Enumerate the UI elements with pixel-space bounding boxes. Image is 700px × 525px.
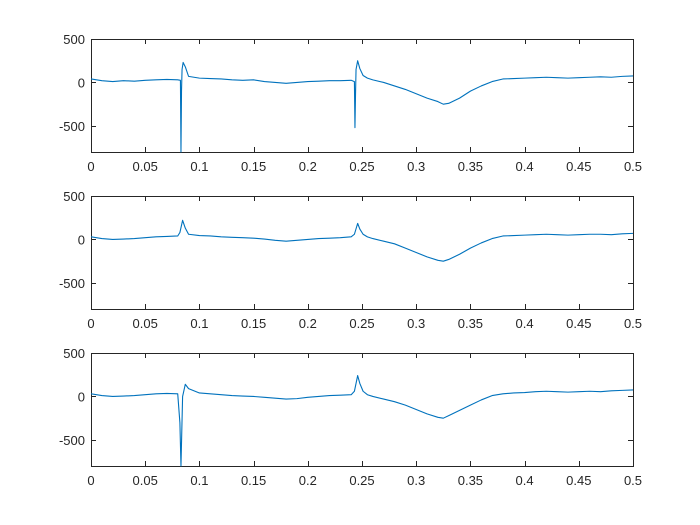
x-tick-label: 0.25 xyxy=(349,473,374,488)
y-tick-label: 0 xyxy=(78,389,85,404)
axes-box xyxy=(91,353,634,467)
x-tick-label: 0.5 xyxy=(624,159,642,174)
x-tick-label: 0.2 xyxy=(299,159,317,174)
x-tick-label: 0.25 xyxy=(349,316,374,331)
series-line xyxy=(91,375,634,467)
x-tick-label: 0.3 xyxy=(407,316,425,331)
y-tick-label: -500 xyxy=(59,433,85,448)
x-tick-label: 0.15 xyxy=(241,473,266,488)
x-tick-label: 0.4 xyxy=(516,159,534,174)
subplot-1: 0 0.05 0.1 0.15 0.2 0.25 0.3 0.35 0.4 0.45 0.5 500 0… xyxy=(59,32,642,174)
x-tick-label: 0.45 xyxy=(566,316,591,331)
x-tick-label: 0.35 xyxy=(458,316,483,331)
x-tick-label: 0.2 xyxy=(299,473,317,488)
series-line xyxy=(91,60,634,153)
x-tick-label: 0 xyxy=(87,473,94,488)
x-tick-label: 0.4 xyxy=(516,473,534,488)
x-tick-label: 0.1 xyxy=(190,473,208,488)
y-tick-label: 500 xyxy=(63,189,85,204)
y-tick-label: -500 xyxy=(59,119,85,134)
x-tick-label: 0.35 xyxy=(458,159,483,174)
subplot-3: 0 0.05 0.1 0.15 0.2 0.25 0.3 0.35 0.4 0.45 0.5 500 0… xyxy=(59,346,642,488)
subplot-2: 0 0.05 0.1 0.15 0.2 0.25 0.3 0.35 0.4 0.45 0.5 500 0… xyxy=(59,189,642,331)
y-tick-label: 500 xyxy=(63,32,85,47)
x-tick-label: 0.5 xyxy=(624,316,642,331)
x-tick-label: 0.05 xyxy=(133,159,158,174)
y-tick-label: 0 xyxy=(78,75,85,90)
x-tick-label: 0.2 xyxy=(299,316,317,331)
y-tick-label: 0 xyxy=(78,232,85,247)
x-tick-label: 0.15 xyxy=(241,316,266,331)
x-tick-label: 0.15 xyxy=(241,159,266,174)
y-tick-label: -500 xyxy=(59,276,85,291)
x-tick-label: 0 xyxy=(87,159,94,174)
x-tick-label: 0.45 xyxy=(566,473,591,488)
x-tick-label: 0.35 xyxy=(458,473,483,488)
x-tick-label: 0 xyxy=(87,316,94,331)
x-tick-label: 0.1 xyxy=(190,316,208,331)
x-tick-label: 0.45 xyxy=(566,159,591,174)
x-tick-label: 0.5 xyxy=(624,473,642,488)
x-tick-label: 0.1 xyxy=(190,159,208,174)
x-tick-label: 0.25 xyxy=(349,159,374,174)
series-line xyxy=(91,219,634,262)
x-tick-label: 0.3 xyxy=(407,159,425,174)
x-tick-label: 0.05 xyxy=(133,473,158,488)
x-tick-label: 0.05 xyxy=(133,316,158,331)
x-tick-label: 0.3 xyxy=(407,473,425,488)
axes-box xyxy=(91,196,634,310)
x-tick-label: 0.4 xyxy=(516,316,534,331)
axes-box xyxy=(91,39,634,153)
y-tick-label: 500 xyxy=(63,346,85,361)
